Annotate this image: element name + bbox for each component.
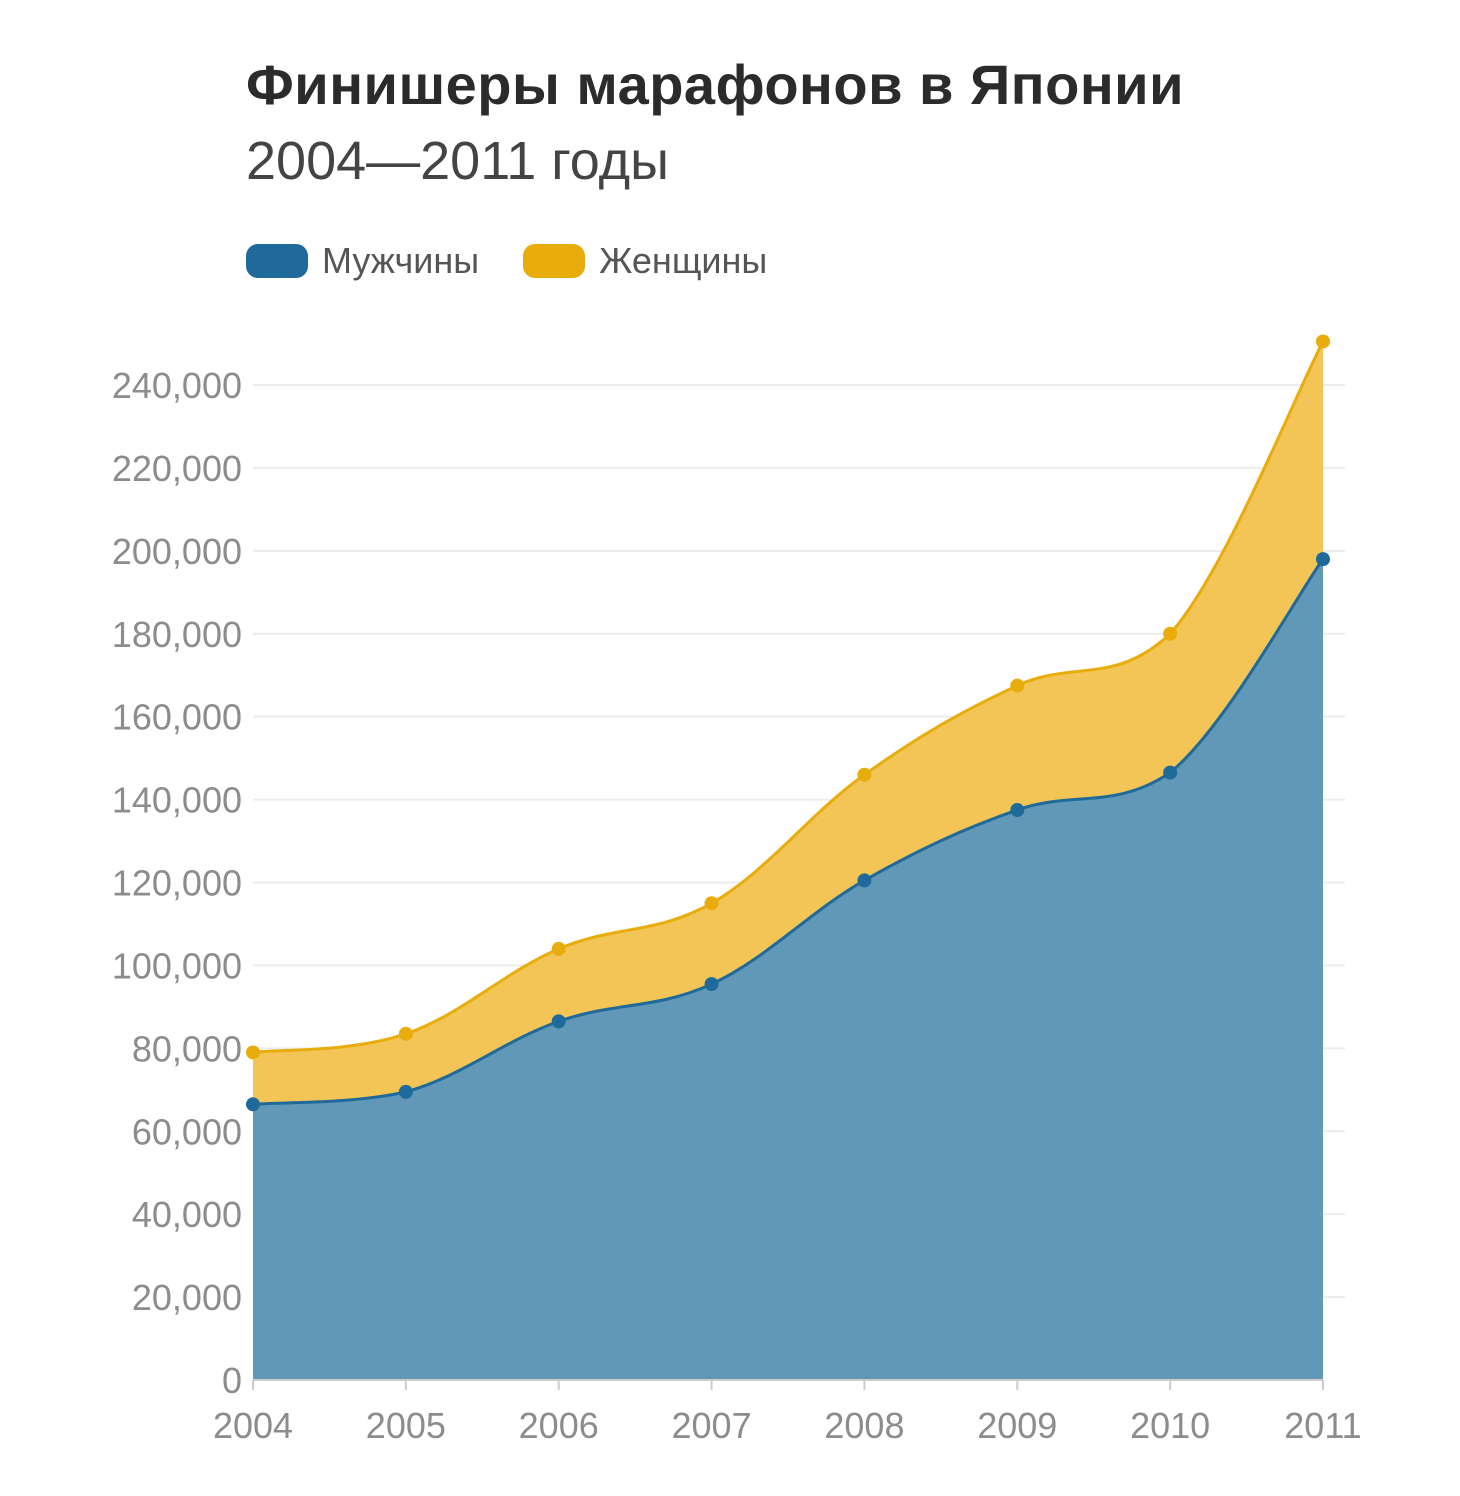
men-point xyxy=(551,1014,566,1029)
legend-item-women[interactable]: Женщины xyxy=(523,240,767,282)
men-point xyxy=(398,1084,413,1099)
y-tick-label: 160,000 xyxy=(112,697,242,738)
legend: Мужчины Женщины xyxy=(246,236,767,286)
y-tick-label: 120,000 xyxy=(112,863,242,904)
x-tick-label: 2005 xyxy=(366,1405,446,1446)
x-tick-label: 2008 xyxy=(824,1405,904,1446)
x-tick-label: 2007 xyxy=(672,1405,752,1446)
x-tick-label: 2010 xyxy=(1130,1405,1210,1446)
women-point xyxy=(704,896,719,911)
chart-title: Финишеры марафонов в Японии xyxy=(246,53,1184,116)
y-tick-label: 140,000 xyxy=(112,780,242,821)
y-tick-label: 180,000 xyxy=(112,614,242,655)
women-point xyxy=(551,941,566,956)
women-point xyxy=(398,1026,413,1041)
y-tick-label: 200,000 xyxy=(112,531,242,572)
men-point xyxy=(1316,552,1330,567)
legend-swatch-women xyxy=(523,244,586,278)
y-tick-label: 220,000 xyxy=(112,448,242,489)
y-tick-label: 60,000 xyxy=(132,1111,242,1152)
x-tick-label: 2009 xyxy=(977,1405,1057,1446)
y-tick-label: 20,000 xyxy=(132,1277,242,1318)
chart-subtitle: 2004—2011 годы xyxy=(246,131,669,191)
men-point xyxy=(1163,765,1178,780)
y-tick-label: 100,000 xyxy=(112,945,242,986)
y-tick-label: 240,000 xyxy=(112,365,242,406)
y-tick-label: 80,000 xyxy=(132,1028,242,1069)
women-point xyxy=(1010,678,1025,693)
men-area xyxy=(253,559,1323,1380)
men-point xyxy=(246,1097,260,1112)
legend-swatch-men xyxy=(246,244,308,278)
legend-item-men[interactable]: Мужчины xyxy=(246,240,479,282)
men-point xyxy=(704,977,719,992)
women-point xyxy=(1316,334,1330,349)
legend-label-women: Женщины xyxy=(599,240,768,281)
women-point xyxy=(857,767,872,782)
women-point xyxy=(246,1045,260,1060)
y-tick-label: 0 xyxy=(222,1360,242,1401)
legend-label-men: Мужчины xyxy=(322,240,480,281)
x-tick-label: 2004 xyxy=(213,1405,293,1446)
men-point xyxy=(1010,802,1025,817)
x-tick-label: 2006 xyxy=(519,1405,599,1446)
women-area xyxy=(253,341,1323,1105)
y-tick-label: 40,000 xyxy=(132,1194,242,1235)
x-tick-label: 2011 xyxy=(1284,1405,1361,1446)
women-point xyxy=(1163,626,1178,641)
men-point xyxy=(857,873,872,888)
women-line xyxy=(252,340,1325,1054)
